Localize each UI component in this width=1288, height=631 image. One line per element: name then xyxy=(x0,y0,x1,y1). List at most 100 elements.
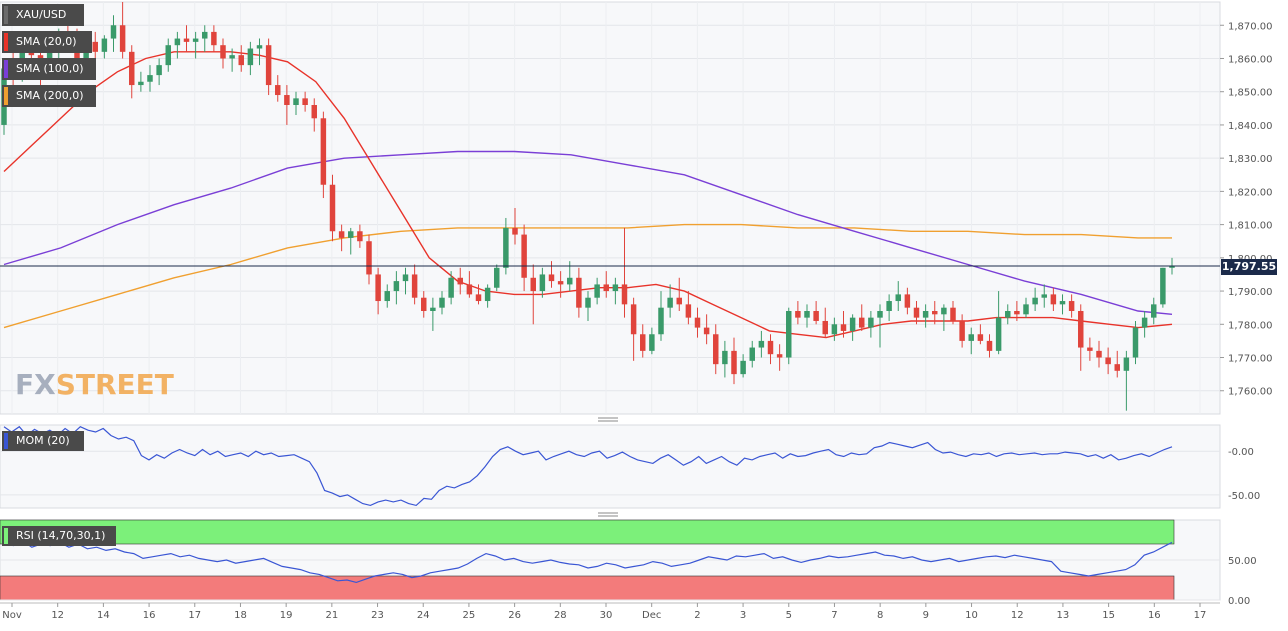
candle xyxy=(293,91,299,115)
x-tick-label: 3 xyxy=(740,610,746,621)
rsi-overbought-band xyxy=(0,519,1175,545)
price-tick-label: 1,810.00 xyxy=(1228,221,1273,232)
candle-body xyxy=(1132,327,1139,358)
candle-body xyxy=(393,281,400,292)
candle xyxy=(311,98,317,132)
candle-body xyxy=(922,311,929,318)
legend-symbol[interactable]: XAU/USD xyxy=(2,4,84,26)
candle-body xyxy=(293,98,299,105)
candle-body xyxy=(1151,304,1157,318)
x-tick-label: 23 xyxy=(371,610,384,621)
candle xyxy=(521,224,527,292)
candle xyxy=(804,304,810,328)
candle-body xyxy=(110,25,117,39)
candle xyxy=(202,25,208,52)
legend-sma20[interactable]: SMA (20,0) xyxy=(2,31,92,53)
candle xyxy=(603,271,609,298)
x-tick-label: 19 xyxy=(280,610,293,621)
candle xyxy=(366,234,372,285)
x-tick-label: Dec xyxy=(642,610,661,621)
x-tick-label: 8 xyxy=(877,610,883,621)
candle-body xyxy=(941,307,947,315)
candle xyxy=(722,340,728,378)
candle xyxy=(138,71,144,92)
x-axis: Nov 12 14 16 17 18 19 21 23 24 25 26 28 30 Dec 2 3 5 7 8 9 10… xyxy=(0,602,1220,621)
x-tick-label: 26 xyxy=(508,610,521,621)
legend-sma100[interactable]: SMA (100,0) xyxy=(2,58,96,80)
candle-body xyxy=(183,38,190,42)
x-tick-label: 7 xyxy=(831,610,837,621)
legend-symbol-label: XAU/USD xyxy=(16,8,67,21)
candle-body xyxy=(694,317,701,328)
candle xyxy=(1096,340,1102,368)
candle xyxy=(849,314,856,341)
candle-body xyxy=(539,274,546,292)
legend-sma200-label: SMA (200,0) xyxy=(16,89,84,102)
candle xyxy=(129,45,135,99)
candle-body xyxy=(247,48,254,66)
candle xyxy=(694,307,701,338)
candle-body xyxy=(667,297,673,308)
x-tick-label: 14 xyxy=(97,610,110,621)
candle xyxy=(1141,311,1148,338)
candle xyxy=(621,227,628,318)
legend-sma200[interactable]: SMA (200,0) xyxy=(2,85,96,107)
candle-body xyxy=(156,65,162,76)
candle-body xyxy=(238,55,244,66)
candle xyxy=(247,41,254,76)
candle-body xyxy=(977,334,984,341)
candle-body xyxy=(138,81,144,86)
legend-mom[interactable]: MOM (20) xyxy=(2,431,84,451)
candle-body xyxy=(256,45,263,49)
candle-body xyxy=(284,95,290,105)
candle-body xyxy=(92,41,98,52)
candle xyxy=(658,291,664,341)
candle-body xyxy=(430,307,436,311)
rsi-oversold-band xyxy=(0,575,1175,601)
candle-body xyxy=(585,297,591,308)
candle xyxy=(795,301,801,325)
price-tick-label: 1,760.00 xyxy=(1228,387,1273,398)
candle-body xyxy=(1068,301,1075,311)
candle-body xyxy=(329,184,336,232)
candle-body xyxy=(603,284,609,292)
candle xyxy=(1123,350,1130,411)
candle xyxy=(530,264,536,325)
candle-body xyxy=(129,51,135,86)
candle-body xyxy=(484,287,491,302)
candle xyxy=(1114,350,1120,378)
candle-body xyxy=(494,267,500,288)
sma200-line xyxy=(3,223,1172,329)
candle xyxy=(494,264,500,292)
price-tick-label: 1,870.00 xyxy=(1228,21,1273,32)
candle-body xyxy=(840,324,847,331)
candle xyxy=(275,75,281,102)
candle xyxy=(220,38,226,69)
candle-body xyxy=(439,297,445,308)
candle xyxy=(92,31,98,59)
candle xyxy=(448,271,454,305)
candle xyxy=(1023,297,1029,318)
candle xyxy=(174,31,181,59)
candle-body xyxy=(831,324,838,335)
legend-rsi[interactable]: RSI (14,70,30,1) xyxy=(2,526,116,546)
candle-body xyxy=(968,334,974,341)
candle-body xyxy=(640,334,646,351)
legend-rsi-label: RSI (14,70,30,1) xyxy=(16,529,106,542)
candle-body xyxy=(1141,317,1148,328)
candle-body xyxy=(311,105,317,119)
candle-body xyxy=(448,277,454,298)
candle-body xyxy=(421,297,427,311)
mom-tick-label: -0.00 xyxy=(1228,447,1254,458)
candle xyxy=(475,284,482,305)
candle xyxy=(667,284,673,318)
candle xyxy=(302,91,308,112)
candle xyxy=(840,311,847,338)
candle xyxy=(703,314,710,345)
candle-body xyxy=(630,304,637,335)
candle xyxy=(348,227,354,255)
candle-body xyxy=(1023,304,1029,315)
candle-body xyxy=(959,320,965,341)
candle-body xyxy=(320,118,327,185)
